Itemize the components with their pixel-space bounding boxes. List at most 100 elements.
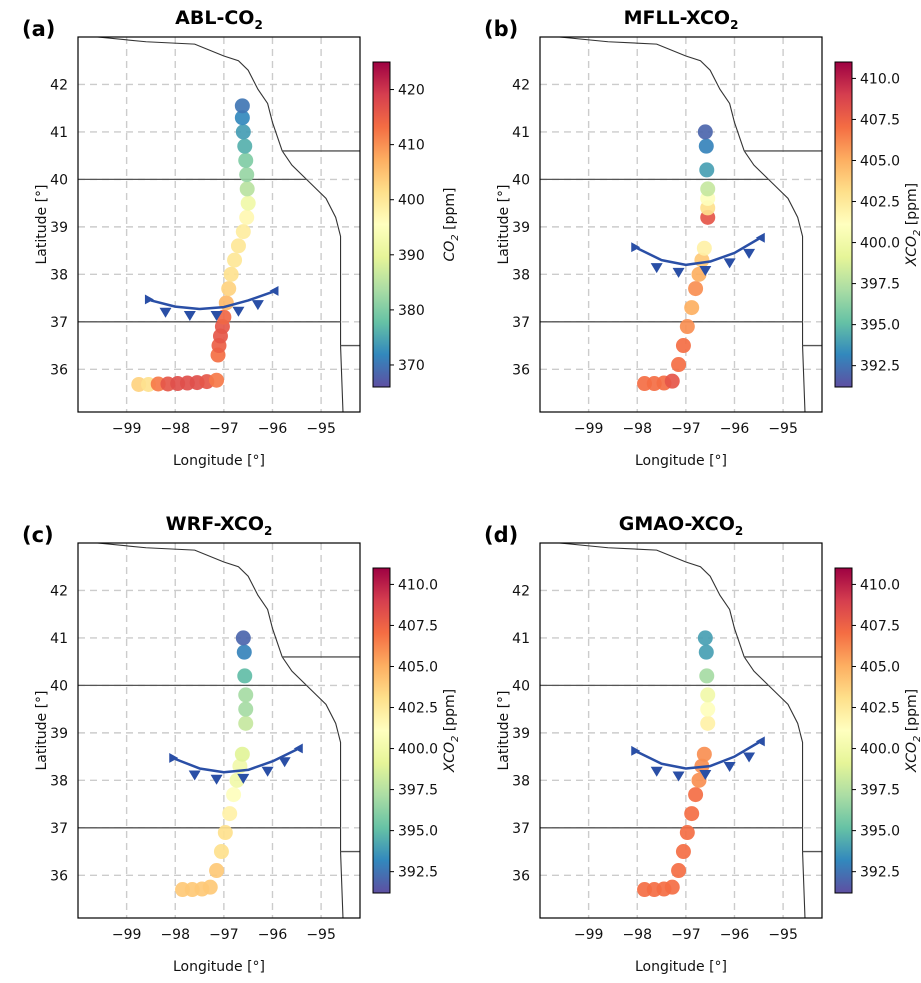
data-point <box>209 372 225 388</box>
axes-frame <box>77 36 361 413</box>
x-tick-label: −96 <box>258 421 288 437</box>
front-triangle <box>237 773 250 784</box>
colorbar <box>834 567 853 894</box>
panel-b: (b) MFLL-XCO2 −99 −98 −97 −96 −95 36 37 38 39 40 41 4… <box>484 7 921 469</box>
colorbar-tick-label: 405.0 <box>860 153 900 169</box>
data-point <box>237 138 253 154</box>
data-point <box>238 701 254 717</box>
x-axis-label: Longitude [°] <box>635 959 727 975</box>
x-tick-label: −95 <box>768 421 798 437</box>
y-tick-label: 42 <box>512 77 530 93</box>
y-tick-label: 38 <box>50 267 68 283</box>
colorbar-tick-label: 400.0 <box>398 742 438 758</box>
front-triangle <box>743 248 756 259</box>
panel-title: WRF-XCO2 <box>166 513 273 538</box>
colorbar <box>372 61 391 388</box>
colorbar-tick-label: 400.0 <box>860 742 900 758</box>
data-point <box>234 110 250 126</box>
data-point <box>239 209 255 225</box>
x-tick-label: −95 <box>306 927 336 943</box>
front-triangle <box>269 285 279 296</box>
panel-letter: (b) <box>484 17 518 41</box>
x-tick-label: −98 <box>160 927 190 943</box>
colorbar-tick-label: 397.5 <box>398 783 438 799</box>
y-tick-label: 38 <box>512 267 530 283</box>
data-point <box>691 772 707 788</box>
colorbar-tick-label: 397.5 <box>860 277 900 293</box>
y-tick-label: 40 <box>512 172 530 188</box>
panel-letter: (c) <box>22 523 54 547</box>
colorbar-tick-label: 390 <box>398 248 425 264</box>
front-triangle <box>650 263 663 274</box>
data-point <box>664 373 680 389</box>
data-point <box>240 195 256 211</box>
colorbar-tick-label: 405.0 <box>860 659 900 675</box>
data-point <box>697 124 713 140</box>
data-point <box>237 668 253 684</box>
data-point <box>236 644 252 660</box>
panel-d: (d) GMAO-XCO2 −99 −98 −97 −96 −95 36 37 38 39 40 41 4… <box>484 513 921 975</box>
x-tick-label: −97 <box>209 421 239 437</box>
colorbar-tick-label: 395.0 <box>860 824 900 840</box>
x-axis-label: Longitude [°] <box>173 959 265 975</box>
y-tick-label: 36 <box>50 868 68 884</box>
front-triangle <box>188 770 201 781</box>
data-point <box>671 357 687 373</box>
front-triangle <box>755 232 765 243</box>
front-triangle <box>169 753 179 763</box>
colorbar-tick-label: 392.5 <box>398 865 438 881</box>
colorbar-label: XCO2 [ppm] <box>904 689 921 773</box>
colorbar-tick-label: 402.5 <box>398 701 438 717</box>
y-tick-label: 38 <box>512 773 530 789</box>
front-triangle <box>183 311 196 322</box>
front-triangle <box>650 766 663 777</box>
data-point <box>222 806 238 822</box>
y-tick-label: 37 <box>50 821 68 837</box>
x-tick-label: −99 <box>574 421 604 437</box>
colorbar-tick-label: 407.5 <box>860 618 900 634</box>
panel-a: (a) ABL-CO2 −99 −98 −97 −96 −95 36 37 38 39 40 41 42 L… <box>22 7 461 469</box>
y-tick-label: 36 <box>512 868 530 884</box>
data-point <box>234 746 250 762</box>
data-point <box>698 644 714 660</box>
colorbar-tick-label: 397.5 <box>860 783 900 799</box>
data-point <box>671 863 687 879</box>
y-tick-label: 42 <box>512 583 530 599</box>
data-point <box>209 863 225 879</box>
x-tick-label: −98 <box>622 421 652 437</box>
data-point <box>664 879 680 895</box>
front-triangle <box>210 311 223 322</box>
y-tick-label: 39 <box>512 220 530 236</box>
panel-c: (c) WRF-XCO2 −99 −98 −97 −96 −95 36 37 38 39 40 41 42… <box>22 513 461 975</box>
map-area <box>78 543 360 918</box>
data-point <box>684 300 700 316</box>
data-point <box>688 787 704 803</box>
data-point <box>227 252 243 268</box>
data-point <box>700 701 716 717</box>
x-tick-label: −95 <box>306 421 336 437</box>
y-tick-label: 41 <box>512 125 530 141</box>
axes-frame <box>77 542 361 919</box>
colorbar-label: XCO2 [ppm] <box>442 689 461 773</box>
x-tick-label: −96 <box>258 927 288 943</box>
y-tick-label: 40 <box>50 678 68 694</box>
front-triangle <box>210 774 223 785</box>
y-tick-label: 39 <box>512 726 530 742</box>
front-triangle <box>278 757 291 768</box>
data-point <box>675 844 691 860</box>
front-triangle <box>672 267 685 278</box>
colorbar-tick-label: 395.0 <box>398 824 438 840</box>
colorbar <box>834 61 853 388</box>
data-point <box>699 668 715 684</box>
y-tick-label: 37 <box>512 821 530 837</box>
colorbar-tick-label: 407.5 <box>398 618 438 634</box>
data-point <box>688 281 704 297</box>
front-triangle <box>159 307 172 318</box>
y-tick-label: 41 <box>50 125 68 141</box>
front-triangle <box>631 242 641 253</box>
y-axis-label: Latitude [°] <box>34 185 50 265</box>
data-point <box>696 746 712 762</box>
y-tick-label: 42 <box>50 77 68 93</box>
y-tick-label: 37 <box>512 315 530 331</box>
